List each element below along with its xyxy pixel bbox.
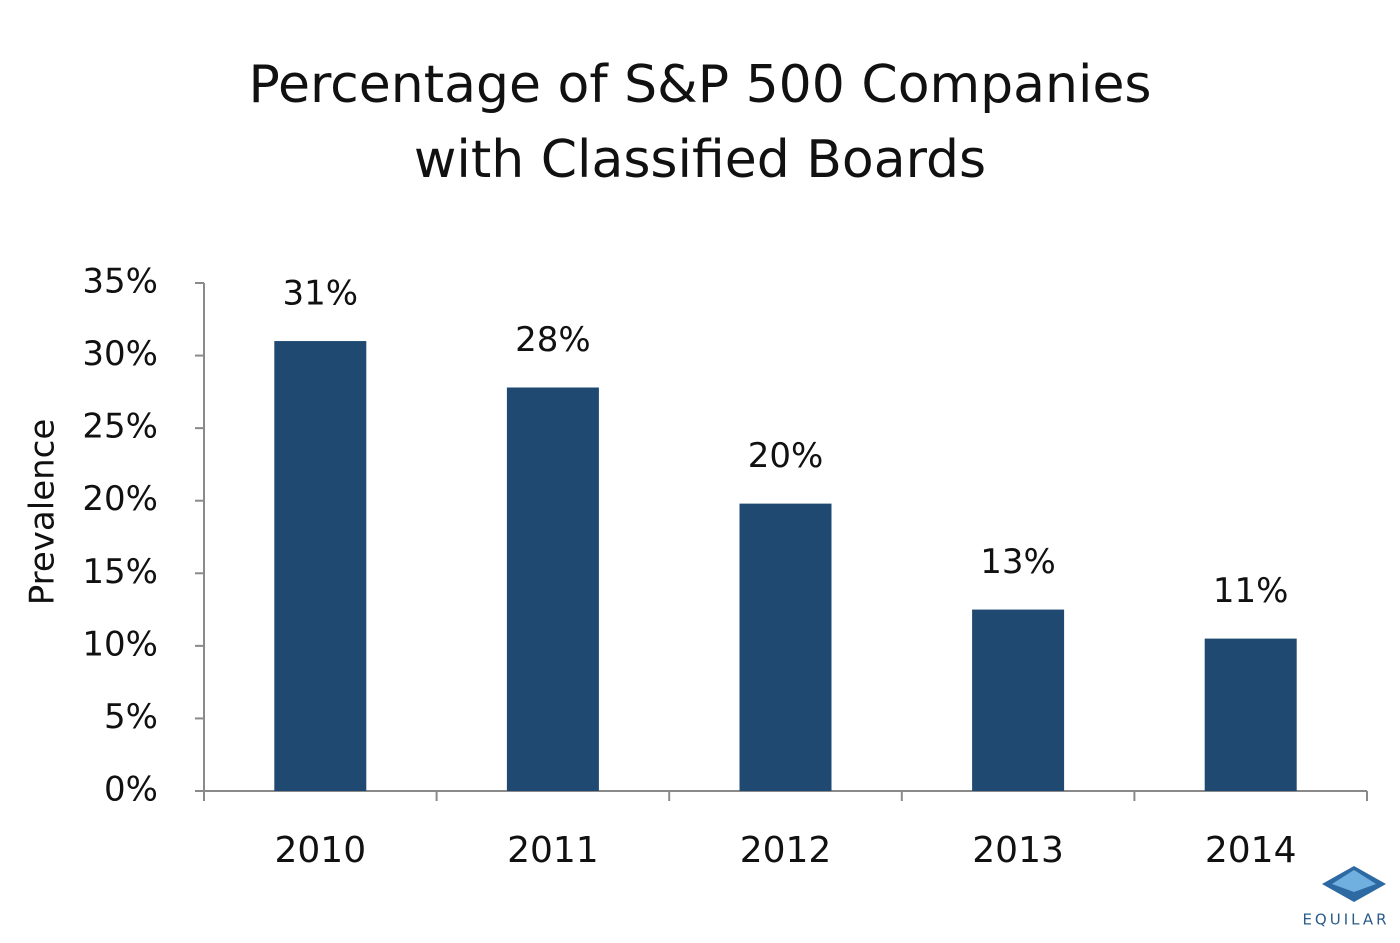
- logo: EQUILAR: [1302, 866, 1389, 929]
- y-axis-label: Prevalence: [23, 419, 63, 606]
- bar: [1204, 638, 1297, 791]
- y-tick-label: 20%: [82, 479, 158, 519]
- y-tick-label: 10%: [82, 624, 158, 664]
- y-tick-label: 30%: [82, 334, 158, 374]
- y-tick-label: 0%: [104, 770, 158, 810]
- y-tick-label: 25%: [82, 407, 158, 447]
- y-tick-label: 5%: [104, 697, 158, 737]
- y-tick-label: 15%: [82, 552, 158, 592]
- value-label: 20%: [748, 436, 824, 476]
- x-tick-label: 2013: [972, 830, 1064, 871]
- y-tick-label: 35%: [82, 262, 158, 302]
- bar: [739, 503, 832, 791]
- bar: [506, 387, 599, 791]
- x-tick-label: 2014: [1205, 830, 1297, 871]
- chart-title: Percentage of S&P 500 Companies: [248, 55, 1151, 115]
- value-label: 28%: [515, 320, 591, 360]
- logo-text: EQUILAR: [1302, 911, 1389, 929]
- value-label: 11%: [1213, 571, 1289, 611]
- chart-title: with Classified Boards: [414, 130, 986, 190]
- value-label: 13%: [980, 542, 1056, 582]
- bar: [972, 609, 1065, 791]
- x-tick-label: 2010: [274, 830, 366, 871]
- bar: [274, 341, 367, 791]
- x-tick-label: 2012: [740, 830, 832, 871]
- logo-mark: [1332, 870, 1376, 892]
- x-tick-label: 2011: [507, 830, 599, 871]
- value-label: 31%: [283, 274, 359, 314]
